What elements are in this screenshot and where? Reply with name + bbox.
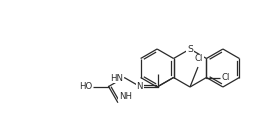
Text: N: N: [137, 82, 143, 91]
Text: HO: HO: [79, 82, 92, 91]
Text: Cl: Cl: [221, 73, 230, 82]
Text: Cl: Cl: [195, 54, 203, 63]
Text: S: S: [187, 44, 193, 54]
Text: NH: NH: [119, 92, 132, 101]
Text: HN: HN: [110, 74, 123, 83]
